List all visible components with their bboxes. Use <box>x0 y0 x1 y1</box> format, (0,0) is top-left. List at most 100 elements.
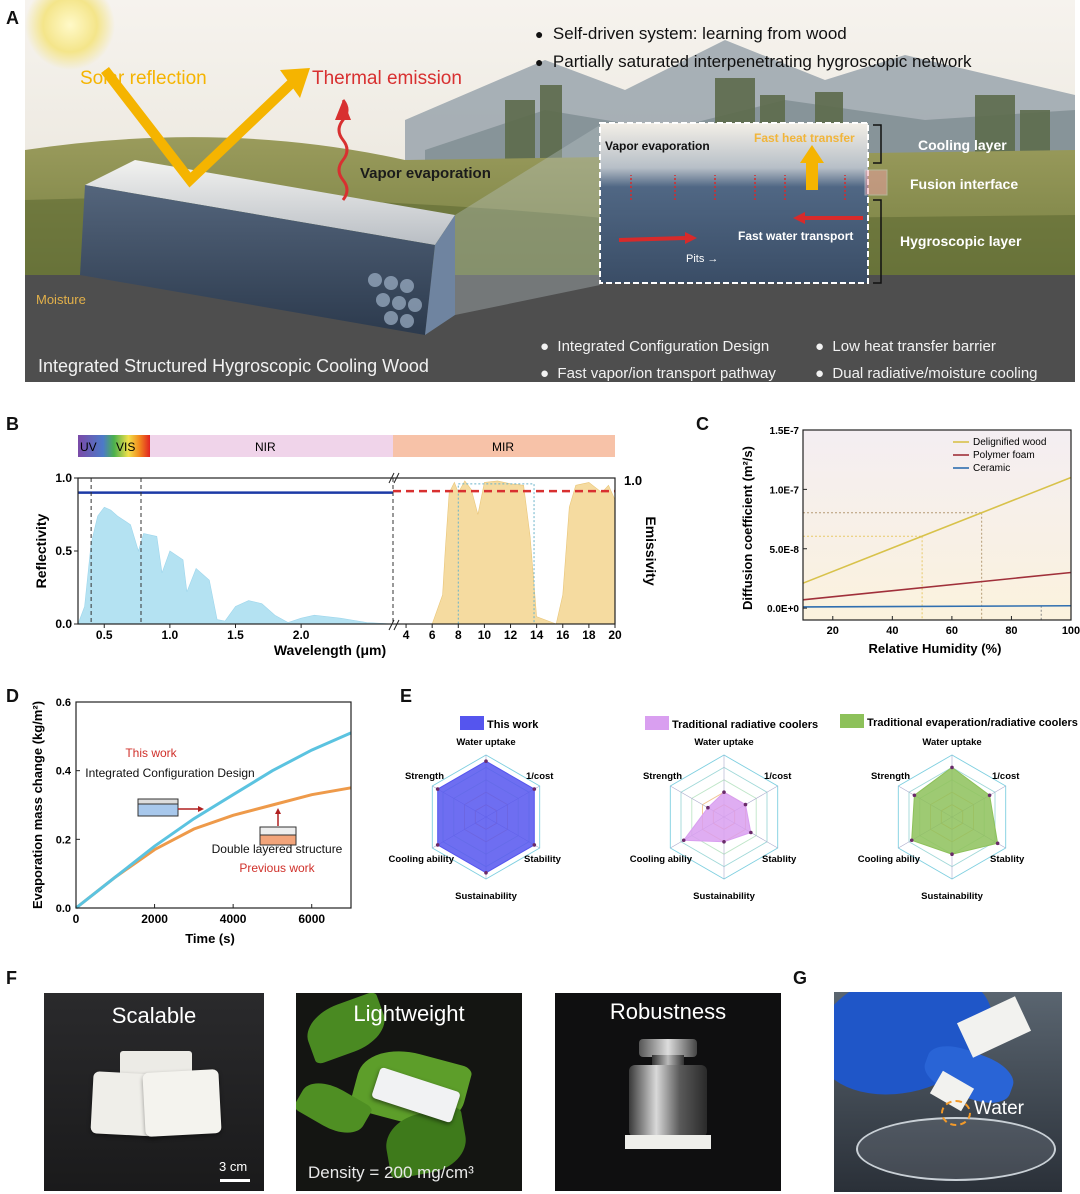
radar-axis-label: Sustainability <box>455 891 517 902</box>
bullet-item: ● Integrated Configuration Design <box>540 338 770 355</box>
weight-body <box>629 1065 707 1137</box>
scale-bar-label: 3 cm <box>219 1159 248 1174</box>
petri-dish <box>856 1117 1056 1181</box>
double-layer-icon-top <box>259 826 297 836</box>
radar-axis-label: Cooling abiliy <box>858 854 921 865</box>
photo-label-lightweight: Lightweight <box>353 1001 465 1026</box>
photo-label-scalable: Scalable <box>111 1003 197 1028</box>
cooling-layer-label: Cooling layer <box>918 137 1007 153</box>
radar-point <box>909 838 914 843</box>
bullet-item: ● Partially saturated interpenetrating h… <box>535 52 972 71</box>
legend-swatch-evaporation-radiative <box>840 714 864 728</box>
radar-point <box>484 759 488 763</box>
inset-vapor-label: Vapor evaporation <box>605 139 710 153</box>
double-layer-icon-bottom <box>259 834 297 846</box>
annotation-double-layered: Double layered structure <box>212 842 343 856</box>
x-axis-label: Wavelength (μm) <box>274 642 386 658</box>
panel-f-label: F <box>6 968 17 988</box>
x-tick-label: 10 <box>478 628 492 642</box>
x-tick-label: 6000 <box>298 912 325 926</box>
panel-e-label: E <box>400 686 413 706</box>
x-tick-label: 80 <box>1005 625 1017 637</box>
panel-c-chart: Delignified wood Polymer foam Ceramic 20 40 6… <box>740 426 1080 656</box>
panel-d-label: D <box>6 686 19 706</box>
vapor-evaporation-label: Vapor evaporation <box>360 165 491 182</box>
annotation-integrated-design: Integrated Configuration Design <box>85 766 254 780</box>
solar-reflection-label: Solar reflection <box>80 68 207 89</box>
radar-axis-label: Sustainability <box>921 891 983 902</box>
panel-b-label: B <box>6 414 19 434</box>
photo-scalable: Scalable 3 cm <box>44 993 264 1191</box>
bullet-item: ● Low heat transfer barrier <box>815 338 996 355</box>
radar-axis-label: 1/cost <box>992 771 1020 782</box>
band-nir-label: NIR <box>255 440 276 454</box>
inset-heat-label: Fast heat transfer <box>754 131 855 145</box>
panel-a-bottom-bullets: ● Integrated Configuration Design ● Fast… <box>540 333 776 387</box>
radar-axis-label: Cooling abiliy <box>630 854 693 865</box>
x-tick-label: 2.0 <box>293 628 310 642</box>
x-tick-label: 16 <box>556 628 570 642</box>
bullet-item: ● Dual radiative/moisture cooling <box>815 365 1038 382</box>
legend-label: Delignified wood <box>973 437 1046 448</box>
y-tick-label: 0.0 <box>56 903 71 915</box>
radar-axis-label: 1/cost <box>526 771 554 782</box>
y-tick-label: 1.0 <box>55 471 72 485</box>
x-tick-label: 1.5 <box>227 628 244 642</box>
radar-point <box>681 838 686 843</box>
x-tick-label: 60 <box>946 625 958 637</box>
radar-point <box>995 841 1000 846</box>
inset-pits-label: Pits → <box>686 253 719 265</box>
x-tick-label: 40 <box>886 625 898 637</box>
axis-break-mark-bottom <box>388 619 400 631</box>
y-axis-label: Evaporation mass change (kg/m²) <box>30 701 45 909</box>
plot-frame <box>77 477 616 625</box>
radar-point <box>749 830 753 835</box>
single-layer-top-icon <box>137 798 179 805</box>
band-mir-label: MIR <box>492 440 514 454</box>
moisture-label: Moisture <box>36 292 86 307</box>
x-tick-label: 20 <box>608 628 622 642</box>
weight-knob <box>639 1039 697 1057</box>
band-vis-label: VIS <box>116 440 135 454</box>
panel-a-illustration <box>25 0 1075 382</box>
panel-c-label: C <box>696 414 709 434</box>
x-tick-label: 1.0 <box>162 628 179 642</box>
radar-axis-label: Stability <box>524 854 562 865</box>
scale-bar <box>220 1179 250 1182</box>
radar-axis-label: Stablity <box>762 854 797 865</box>
legend-label: Ceramic <box>973 463 1010 474</box>
radar-point <box>484 871 488 875</box>
y-tick-label: 1.0E-7 <box>770 485 800 496</box>
legend-swatch-this-work <box>460 716 484 730</box>
fusion-interface-label: Fusion interface <box>910 176 1019 192</box>
radar-point <box>435 787 440 791</box>
series-line <box>802 476 1072 584</box>
y-axis-label: Reflectivity <box>33 513 49 588</box>
radar-axis-label: Stablity <box>990 854 1025 865</box>
band-uv-label: UV <box>80 440 97 454</box>
panel-b-chart: UV VIS NIR MIR 0.5 1.0 1.5 2.0 4 6 8 10 12 14 16 18… <box>33 435 659 658</box>
series-line <box>75 731 352 910</box>
x-tick-label: 0.5 <box>96 628 113 642</box>
bullet-item: ● Self-driven system: learning from wood <box>535 24 847 43</box>
series-line <box>802 571 1072 601</box>
annotation-previous-work: Previous work <box>239 861 315 875</box>
panel-g-label: G <box>793 968 808 988</box>
radar-point <box>950 765 954 770</box>
radar-point <box>743 802 748 807</box>
thermal-emission-label: Thermal emission <box>312 68 462 89</box>
water-label: Water <box>974 1098 1024 1119</box>
y-tick-label: 0.6 <box>56 697 71 709</box>
band-nir <box>150 435 393 457</box>
panel-a-title: Integrated Structured Hygroscopic Coolin… <box>38 356 429 376</box>
radar-chart: Water uptake 1/cost Stablity Sustainability… <box>858 737 1025 902</box>
x-axis-label: Time (s) <box>185 931 235 946</box>
legend-evaporation-radiative: Traditional evaperation/radiative cooler… <box>867 717 1078 729</box>
radar-point <box>706 805 710 810</box>
radar-axis-label: Strength <box>871 771 910 782</box>
band-uv-vis <box>78 435 150 457</box>
radar-chart: Water uptake 1/cost Stability Sustainabilit… <box>389 737 562 902</box>
radar-point <box>532 843 537 847</box>
plot-frame <box>802 429 1072 621</box>
y-tick-label: 0.2 <box>56 834 71 846</box>
